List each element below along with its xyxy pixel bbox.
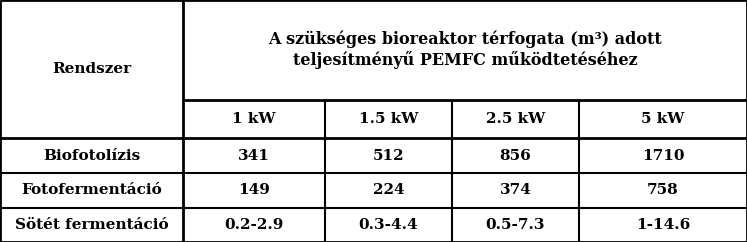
Text: 149: 149 — [238, 183, 270, 197]
Text: 1710: 1710 — [642, 149, 684, 162]
Text: 224: 224 — [373, 183, 404, 197]
Text: 0.5-7.3: 0.5-7.3 — [486, 218, 545, 232]
Text: 0.2-2.9: 0.2-2.9 — [224, 218, 284, 232]
Text: 758: 758 — [647, 183, 679, 197]
Text: 1-14.6: 1-14.6 — [636, 218, 690, 232]
Text: 1 kW: 1 kW — [232, 112, 276, 126]
Text: 1.5 kW: 1.5 kW — [359, 112, 418, 126]
Text: A szükséges bioreaktor térfogata (m³) adott
teljesítményű PEMFC működtetéséhez: A szükséges bioreaktor térfogata (m³) ad… — [268, 31, 662, 69]
Text: Fotofermentáció: Fotofermentáció — [21, 183, 162, 197]
Text: 512: 512 — [373, 149, 404, 162]
Text: 856: 856 — [500, 149, 531, 162]
Text: Biofotolízis: Biofotolízis — [43, 149, 140, 162]
Text: 0.3-4.4: 0.3-4.4 — [359, 218, 418, 232]
Text: 341: 341 — [238, 149, 270, 162]
Text: Rendszer: Rendszer — [52, 62, 131, 76]
Text: 5 kW: 5 kW — [641, 112, 685, 126]
Text: 2.5 kW: 2.5 kW — [486, 112, 545, 126]
Text: Sötét fermentáció: Sötét fermentáció — [15, 218, 168, 232]
Text: 374: 374 — [500, 183, 531, 197]
